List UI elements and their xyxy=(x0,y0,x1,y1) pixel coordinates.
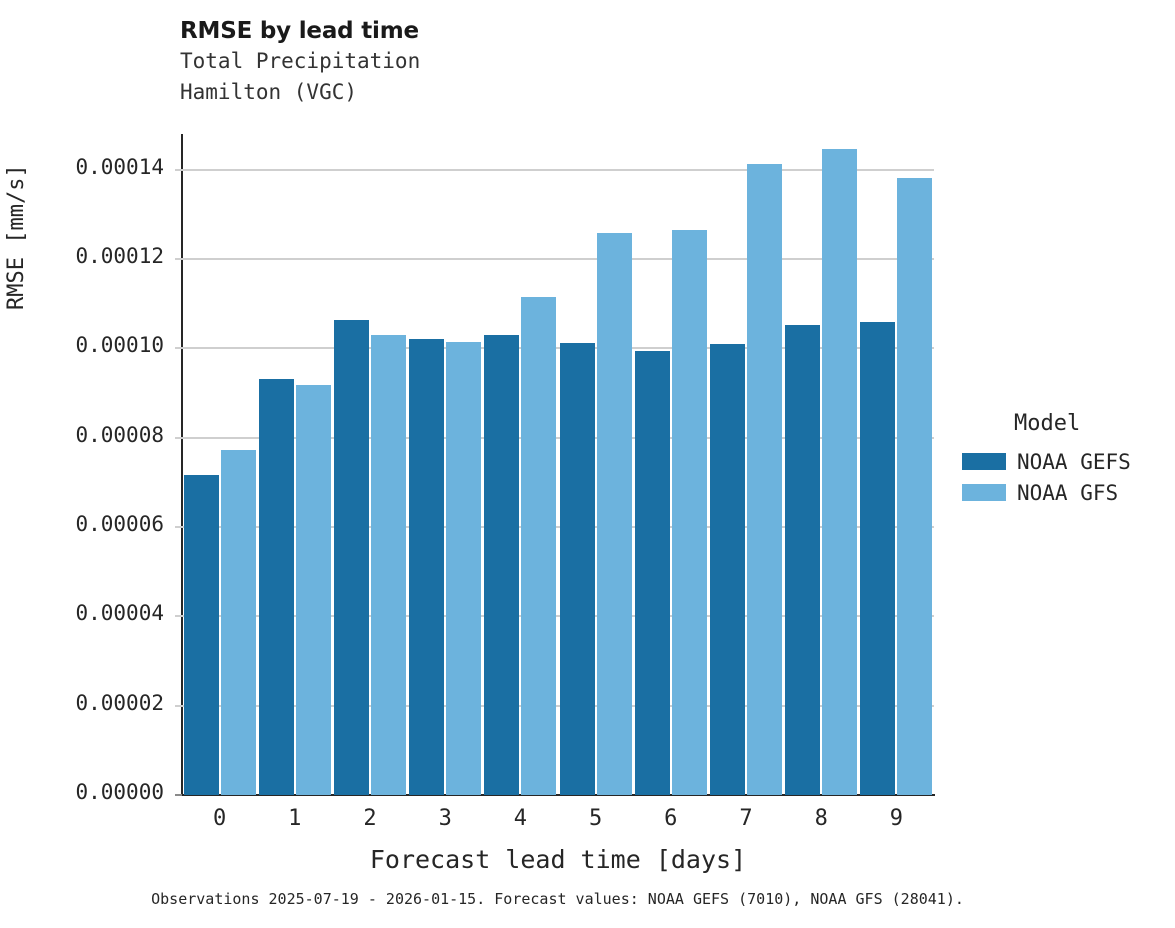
y-axis-line xyxy=(181,134,183,796)
y-tick-mark xyxy=(175,794,182,796)
chart-caption: Observations 2025-07-19 - 2026-01-15. Fo… xyxy=(151,890,964,908)
legend-item-label: NOAA GFS xyxy=(1017,480,1119,505)
x-tick-label: 1 xyxy=(288,806,302,831)
x-tick-label: 0 xyxy=(212,806,227,831)
chart-subtitle-location: Hamilton (VGC) xyxy=(180,80,358,104)
legend: Model NOAA GEFS NOAA GFS xyxy=(962,411,1172,508)
bar-noaa-gfs-lead-7[interactable] xyxy=(747,163,782,795)
bar-noaa-gefs-lead-4[interactable] xyxy=(484,335,520,795)
bar-noaa-gefs-lead-9[interactable] xyxy=(860,322,896,795)
y-tick-mark xyxy=(175,526,182,529)
y-tick-label: 0.00010 xyxy=(75,333,164,358)
y-gridline xyxy=(182,168,934,171)
bar-noaa-gefs-lead-5[interactable] xyxy=(559,342,595,795)
x-tick-label: 5 xyxy=(588,806,603,831)
x-tick-label: 3 xyxy=(438,806,452,831)
y-axis-label: RMSE [mm/s] xyxy=(4,164,29,310)
y-tick-label: 0.00006 xyxy=(75,512,164,537)
bar-noaa-gfs-lead-9[interactable] xyxy=(897,178,933,795)
bar-noaa-gefs-lead-2[interactable] xyxy=(334,319,369,795)
y-tick-label: 0.00014 xyxy=(75,154,164,179)
bar-noaa-gefs-lead-0[interactable] xyxy=(183,474,219,795)
y-tick-mark xyxy=(175,615,182,618)
bar-noaa-gfs-lead-6[interactable] xyxy=(671,229,707,795)
legend-swatch-icon xyxy=(962,453,1006,470)
y-tick-label: 0.00004 xyxy=(75,601,164,626)
legend-swatch-icon xyxy=(962,484,1006,501)
legend-item-noaa-gfs[interactable]: NOAA GFS xyxy=(962,477,1172,508)
y-gridline xyxy=(182,347,934,350)
y-tick-label: 0.00008 xyxy=(75,422,164,447)
y-tick-label: 0.00000 xyxy=(75,780,164,804)
y-tick-mark xyxy=(175,704,182,707)
y-tick-label: 0.00002 xyxy=(75,690,164,715)
bar-noaa-gfs-lead-2[interactable] xyxy=(371,335,406,795)
bar-noaa-gefs-lead-6[interactable] xyxy=(634,350,670,795)
x-tick-label: 6 xyxy=(664,806,678,831)
x-axis-label: Forecast lead time [days] xyxy=(369,845,747,874)
y-tick-mark xyxy=(175,168,182,171)
x-axis-line xyxy=(182,794,935,796)
bar-noaa-gefs-lead-3[interactable] xyxy=(409,338,445,795)
bar-noaa-gfs-lead-1[interactable] xyxy=(295,385,331,795)
title-block: RMSE by lead time Total Precipitation Ha… xyxy=(180,16,940,108)
y-gridline xyxy=(182,704,934,707)
bar-noaa-gefs-lead-1[interactable] xyxy=(258,378,294,795)
x-tick-label: 2 xyxy=(363,806,377,831)
bar-noaa-gefs-lead-7[interactable] xyxy=(710,343,745,795)
y-gridline xyxy=(182,615,934,618)
x-tick-label: 8 xyxy=(814,806,828,831)
x-tick-label: 7 xyxy=(739,806,753,831)
y-tick-mark xyxy=(175,258,182,261)
x-tick-label: 4 xyxy=(513,806,528,831)
legend-item-label: NOAA GEFS xyxy=(1017,449,1131,474)
y-tick-mark xyxy=(175,436,182,439)
y-gridline xyxy=(182,526,934,529)
bar-noaa-gfs-lead-5[interactable] xyxy=(596,233,632,795)
y-gridline xyxy=(182,258,934,261)
page-title: RMSE by lead time xyxy=(180,18,419,44)
chart-subtitle-variable: Total Precipitation xyxy=(180,49,421,73)
legend-item-noaa-gefs[interactable]: NOAA GEFS xyxy=(962,446,1172,477)
y-gridline xyxy=(182,436,934,439)
bar-noaa-gfs-lead-0[interactable] xyxy=(220,450,256,795)
bar-noaa-gfs-lead-8[interactable] xyxy=(822,148,858,795)
x-tick-label: 9 xyxy=(889,806,904,831)
y-tick-mark xyxy=(175,347,182,350)
bar-noaa-gfs-lead-4[interactable] xyxy=(521,296,557,795)
bar-noaa-gfs-lead-3[interactable] xyxy=(446,342,482,795)
y-tick-label: 0.00012 xyxy=(75,244,164,269)
bar-noaa-gefs-lead-8[interactable] xyxy=(785,325,821,795)
legend-title: Model xyxy=(1014,411,1081,436)
plot-area xyxy=(175,134,934,796)
